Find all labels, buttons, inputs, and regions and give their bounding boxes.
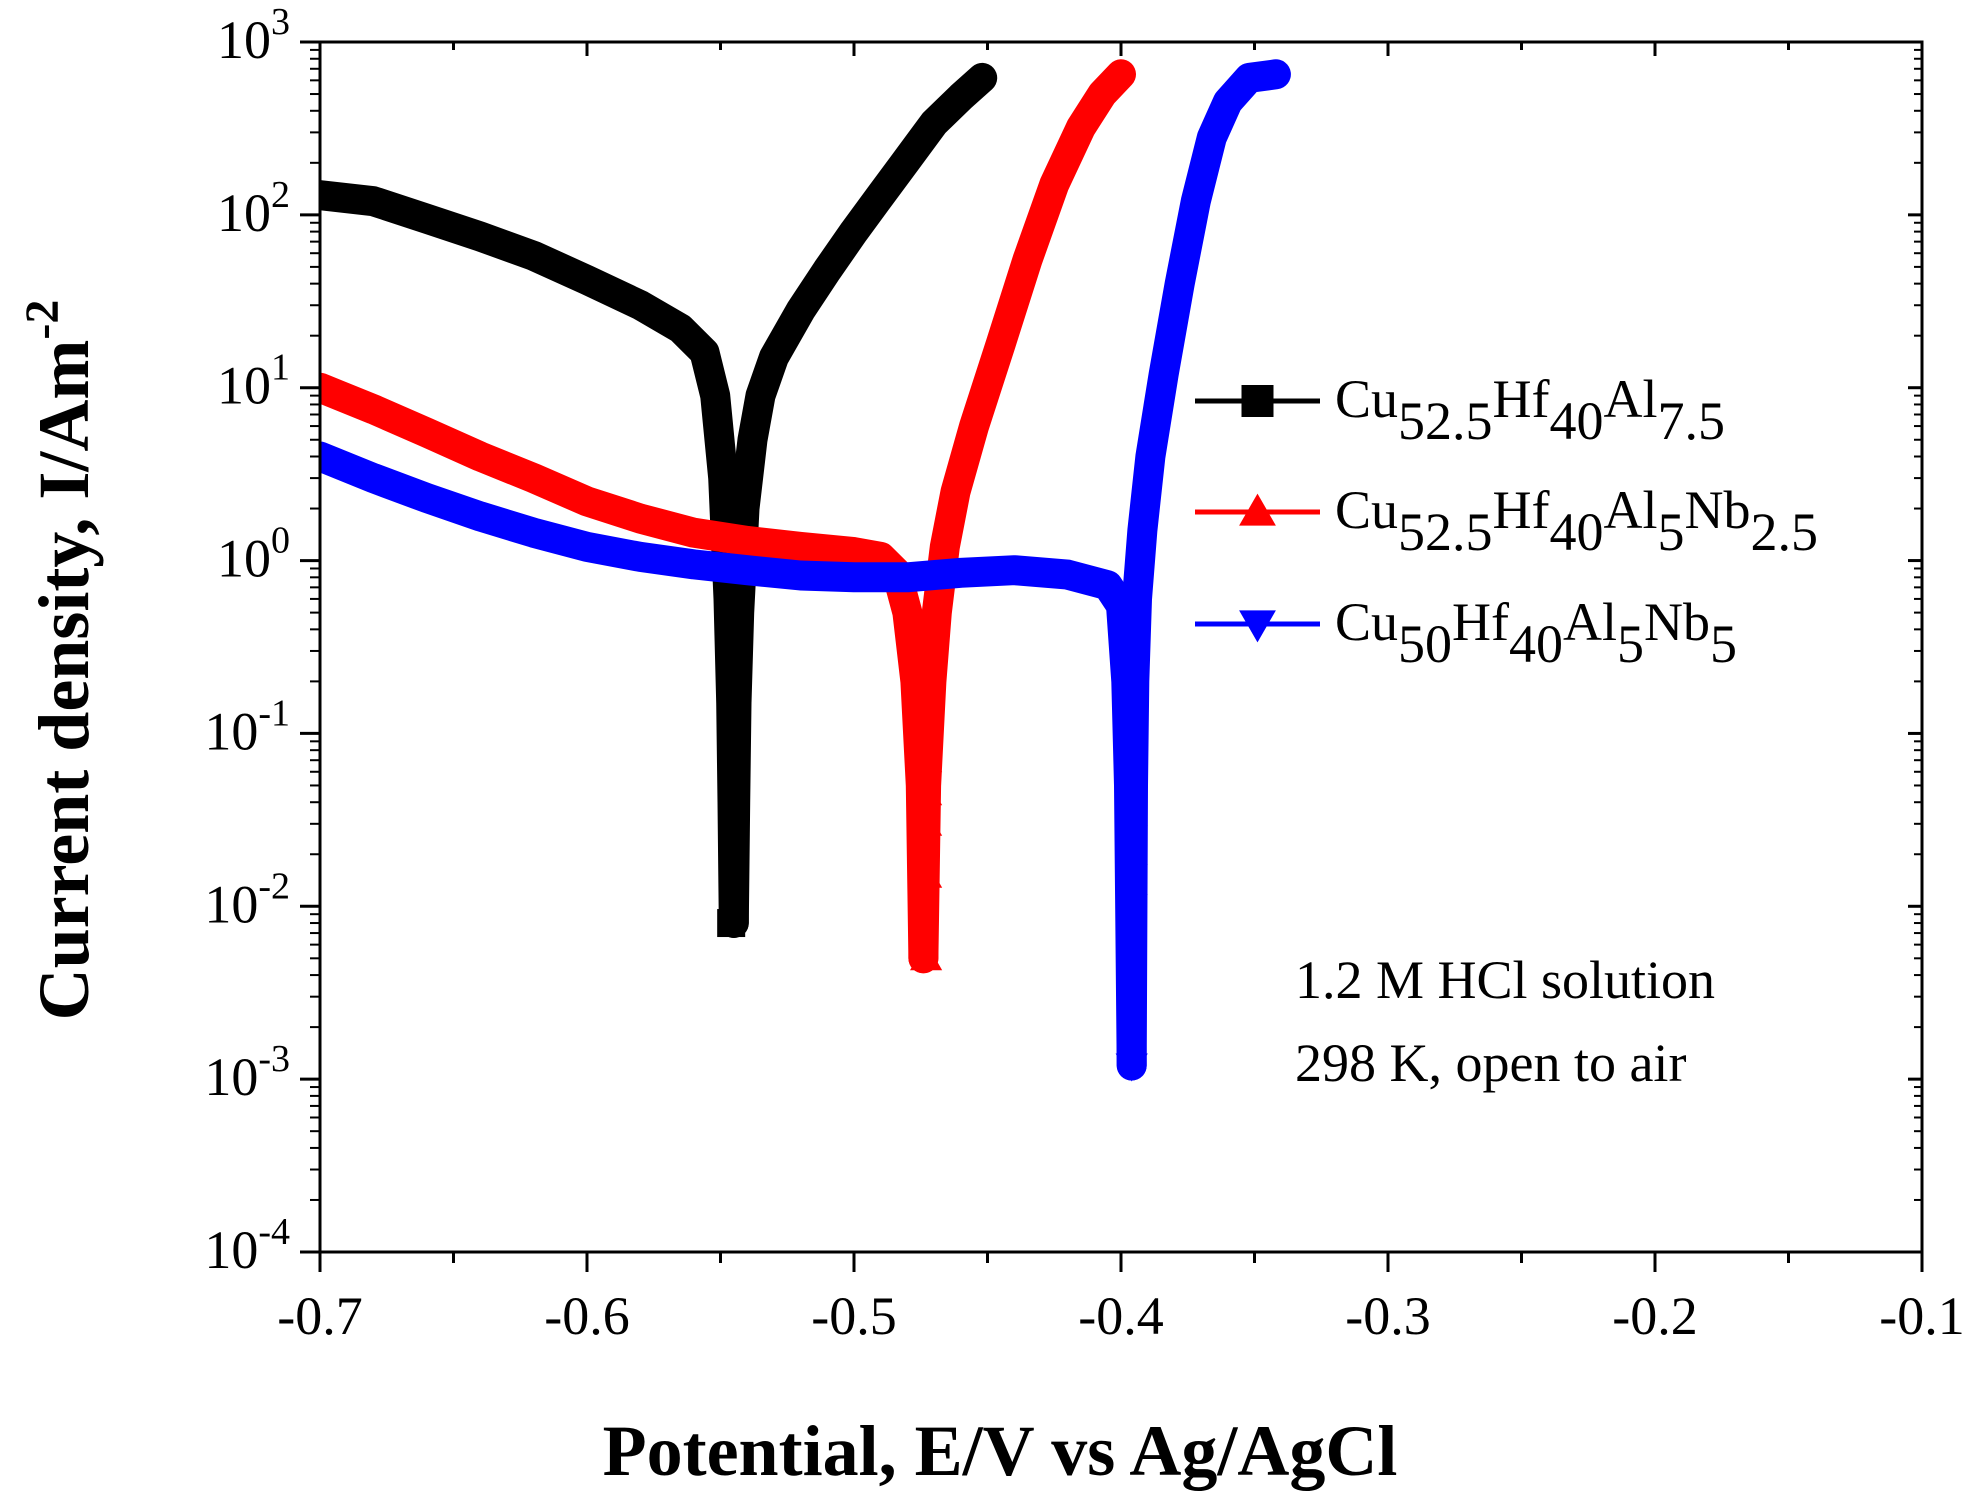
- series-2-marker-5: [909, 942, 943, 971]
- series-3-marker-3: [1115, 781, 1148, 810]
- y-tick-label-5: 100: [217, 520, 290, 589]
- legend: Cu52.5Hf40Al7.5 Cu52.5Hf40Al5Nb2.5 Cu50Hf4…: [1195, 369, 1818, 674]
- series-3-cathodic-band: [320, 441, 1147, 1081]
- y-tick-label-7: 102: [217, 174, 290, 243]
- series-1-marker-3: [719, 712, 748, 741]
- legend-marker-3: [1239, 610, 1276, 643]
- y-axis-title-main: Current density, I/Am: [24, 340, 104, 1021]
- series-2: [320, 59, 1136, 974]
- series-3: [320, 59, 1291, 1082]
- axes-layer: -0.7 -0.6 -0.5 -0.4 -0.3 -0.2 -0.1 10-4 10-3 10-2…: [204, 1, 1964, 1346]
- series-1-marker-2: [719, 679, 748, 708]
- series-1-anodic-band: [718, 62, 998, 938]
- y-tick-label-3: 10-2: [204, 865, 290, 934]
- y-tick-label-1: 10-4: [204, 1211, 290, 1280]
- legend-label-1: Cu52.5Hf40Al7.5: [1335, 369, 1725, 451]
- y-tick-label-2: 10-3: [204, 1038, 290, 1107]
- series-1-dip-line: [729, 612, 736, 924]
- series-1-marker-4: [719, 798, 748, 827]
- x-axis-title: Potential, E/V vs Ag/AgCl: [603, 1411, 1398, 1491]
- series-3-marker-1: [1115, 707, 1148, 736]
- x-tick-label-2: -0.6: [544, 1286, 629, 1346]
- series-2-cathodic-band: [320, 372, 939, 974]
- y-axis-title-exponent: -2: [16, 300, 69, 340]
- series-3-marker-5: [1115, 863, 1148, 892]
- series-1: [320, 62, 998, 938]
- y-tick-label-8: 103: [217, 1, 290, 70]
- legend-marker-1: [1241, 385, 1274, 417]
- x-tick-label-7: -0.1: [1879, 1286, 1964, 1346]
- series-layer: [320, 59, 1291, 1082]
- x-tick-label-5: -0.3: [1345, 1286, 1430, 1346]
- y-tick-label-4: 10-1: [204, 692, 290, 761]
- series-3-marker-6: [1115, 894, 1148, 923]
- series-1-marker-1: [719, 598, 748, 627]
- x-tick-label-6: -0.2: [1612, 1286, 1697, 1346]
- series-2-marker-4: [909, 859, 943, 888]
- annotation-solution: 1.2 M HCl solution: [1295, 950, 1715, 1010]
- annotation-conditions: 298 K, open to air: [1295, 1033, 1686, 1093]
- y-axis-title: Current density, I/Am-2: [16, 300, 104, 1021]
- series-3-marker-2: [1115, 748, 1148, 777]
- legend-label-3: Cu50Hf40Al5Nb5: [1335, 592, 1737, 674]
- series-3-anodic-band: [1116, 59, 1291, 1081]
- series-3-marker-7: [1115, 1053, 1148, 1082]
- x-tick-label-1: -0.7: [277, 1286, 362, 1346]
- x-tick-label-3: -0.5: [811, 1286, 896, 1346]
- series-2-marker-1: [909, 744, 943, 773]
- series-2-marker-3: [909, 807, 943, 836]
- series-2-marker-2: [909, 777, 943, 806]
- x-tick-label-4: -0.4: [1078, 1286, 1163, 1346]
- legend-label-2: Cu52.5Hf40Al5Nb2.5: [1335, 480, 1818, 562]
- y-tick-label-6: 101: [217, 347, 290, 416]
- series-2-anodic-band: [908, 59, 1136, 974]
- legend-marker-2: [1239, 493, 1276, 526]
- series-3-marker-4: [1115, 825, 1148, 854]
- series-1-marker-5: [717, 909, 746, 938]
